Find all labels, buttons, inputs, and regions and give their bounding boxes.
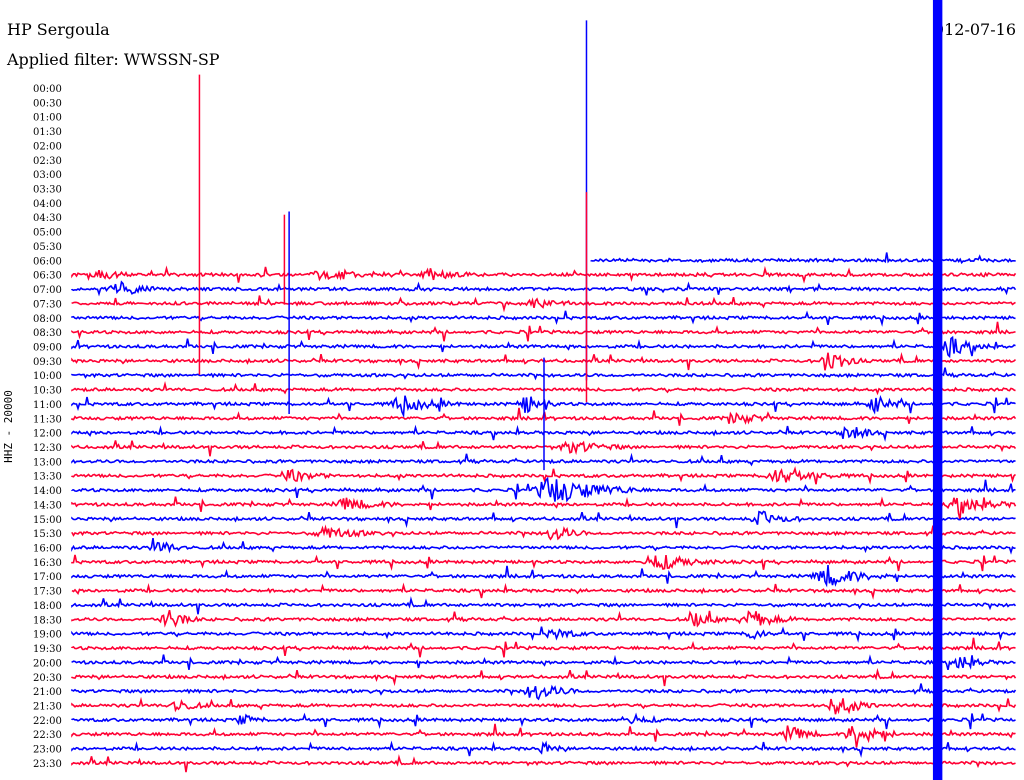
saturated-band: [933, 0, 942, 780]
tick-label-2200: 22:00: [33, 716, 62, 727]
tick-label-2300: 23:00: [33, 745, 62, 756]
tick-label-1730: 17:30: [33, 587, 62, 598]
tick-label-1400: 14:00: [33, 486, 62, 497]
trace-0900: [72, 337, 1016, 356]
tick-label-0730: 07:30: [33, 299, 62, 310]
trace-2330: [72, 756, 1016, 772]
tick-label-1530: 15:30: [33, 529, 62, 540]
tick-label-0530: 05:30: [33, 242, 62, 253]
time-tick-labels: 00:00 00:30 01:00 01:30 02:00 02:30 03:00 03:30…: [33, 84, 62, 770]
tick-label-1430: 14:30: [33, 500, 62, 511]
trace-0630: [72, 267, 1016, 283]
trace-1600: [72, 538, 1016, 552]
trace-1930: [72, 638, 1016, 658]
trace-1530: [72, 526, 1016, 540]
trace-2200: [72, 714, 1016, 730]
trace-2100: [72, 684, 1016, 700]
tick-label-0030: 00:30: [33, 98, 62, 109]
tick-label-0830: 08:30: [33, 328, 62, 339]
trace-2030: [72, 670, 1016, 686]
tick-label-0430: 04:30: [33, 213, 62, 224]
tick-label-0500: 05:00: [33, 228, 62, 239]
tick-label-0230: 02:30: [33, 156, 62, 167]
tick-label-1000: 10:00: [33, 371, 62, 382]
trace-1400: [72, 479, 1016, 502]
trace-0730: [72, 296, 1016, 310]
trace-0800: [72, 311, 1016, 325]
tick-label-0930: 09:30: [33, 357, 62, 368]
trace-2300: [72, 742, 1016, 756]
trace-1700: [72, 565, 1016, 585]
tick-label-0200: 02:00: [33, 141, 62, 152]
tick-label-2000: 20:00: [33, 658, 62, 669]
trace-1900: [72, 627, 1016, 641]
tick-label-1830: 18:30: [33, 615, 62, 626]
trace-2000: [72, 655, 1016, 670]
tick-label-1130: 11:30: [33, 414, 62, 425]
trace-1630: [72, 555, 1016, 571]
trace-1430: [72, 497, 1016, 520]
tick-label-2030: 20:30: [33, 673, 62, 684]
trace-2130: [72, 698, 1016, 714]
seismic-traces: [72, 253, 1016, 773]
tick-label-0700: 07:00: [33, 285, 62, 296]
trace-1330: [72, 469, 1016, 484]
tick-label-1630: 16:30: [33, 558, 62, 569]
trace-0700: [72, 282, 1016, 295]
tick-label-1300: 13:00: [33, 457, 62, 468]
tick-label-2130: 21:30: [33, 701, 62, 712]
tick-label-1800: 18:00: [33, 601, 62, 612]
tick-label-0130: 01:30: [33, 127, 62, 138]
tick-label-0330: 03:30: [33, 185, 62, 196]
tick-label-2230: 22:30: [33, 730, 62, 741]
tick-label-0300: 03:00: [33, 170, 62, 181]
tick-label-1200: 12:00: [33, 429, 62, 440]
tick-label-2330: 23:30: [33, 759, 62, 770]
tick-label-0630: 06:30: [33, 271, 62, 282]
trace-1800: [72, 598, 1016, 614]
tick-label-1500: 15:00: [33, 515, 62, 526]
tick-label-1930: 19:30: [33, 644, 62, 655]
tick-label-1030: 10:30: [33, 386, 62, 397]
trace-1500: [72, 512, 1016, 529]
trace-0830: [72, 322, 1016, 342]
tick-label-2100: 21:00: [33, 687, 62, 698]
tick-label-0400: 04:00: [33, 199, 62, 210]
tick-label-0100: 01:00: [33, 113, 62, 124]
tick-label-1600: 16:00: [33, 544, 62, 555]
trace-0600: [591, 253, 1016, 263]
tick-label-0600: 06:00: [33, 256, 62, 267]
trace-1730: [72, 584, 1016, 598]
tick-label-0000: 00:00: [33, 84, 62, 95]
tick-label-1230: 12:30: [33, 443, 62, 454]
tick-label-0900: 09:00: [33, 342, 62, 353]
tick-label-1100: 11:00: [33, 400, 62, 411]
tick-label-1330: 13:30: [33, 472, 62, 483]
tick-label-0800: 08:00: [33, 314, 62, 325]
tick-label-1900: 19:00: [33, 630, 62, 641]
trace-1830: [72, 610, 1016, 626]
tick-label-1700: 17:00: [33, 572, 62, 583]
